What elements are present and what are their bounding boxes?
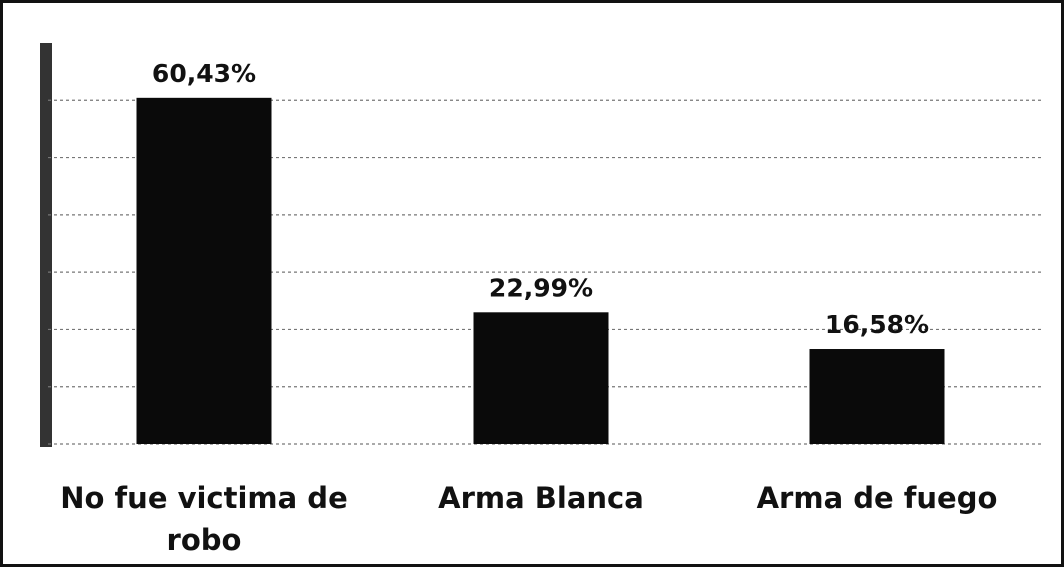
plot-area: 60,43% 22,99% 16,58% [40, 43, 1043, 447]
value-label: 16,58% [825, 310, 929, 339]
bar [136, 97, 272, 445]
x-tick-label: Arma Blanca [438, 481, 644, 515]
axis-smudge [40, 43, 52, 447]
x-tick-label: Arma de fuego [756, 481, 998, 515]
bar [473, 312, 609, 444]
x-tick-label: No fue victima de robo [60, 481, 348, 557]
value-label: 22,99% [489, 273, 593, 302]
bar [809, 349, 945, 444]
value-label: 60,43% [152, 59, 256, 88]
